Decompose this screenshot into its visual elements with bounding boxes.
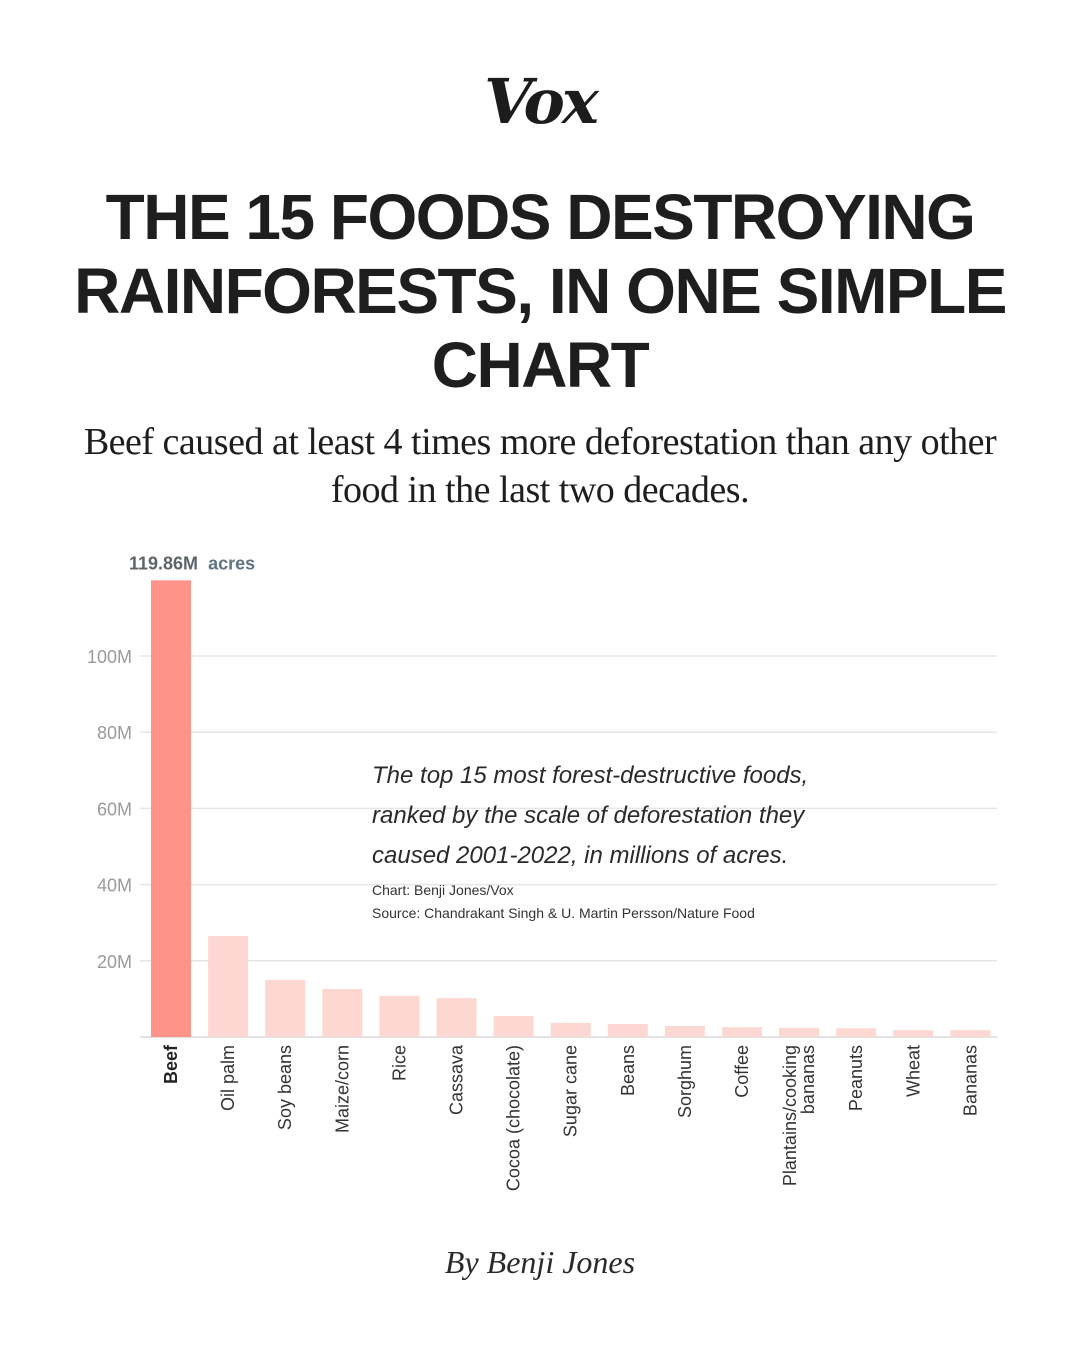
y-tick-label: 60M [97,799,132,819]
y-tick-label: 40M [97,876,132,896]
x-label: Peanuts [846,1045,866,1111]
category-label: Maize/corn [332,1045,352,1133]
chart-credit: Chart: Benji Jones/Vox [372,882,514,898]
value-number: 119.86M [129,553,198,573]
bar-maize-corn [322,988,363,1037]
subtitle: Beef caused at least 4 times more defore… [83,421,997,511]
category-label: bananas [798,1045,818,1114]
bar-peanuts [836,1028,877,1037]
category-label: Beef [161,1044,181,1084]
bar-beef [151,580,191,1037]
category-label: Coffee [732,1045,752,1098]
x-label: Cassava [447,1044,467,1115]
bar-oil-palm [208,936,249,1037]
annotation-line: The top 15 most forest-destructive foods… [372,762,809,789]
beef-value-label: 119.86M acres [129,553,255,573]
x-label: Beef [161,1044,181,1084]
category-label: Bananas [960,1045,980,1116]
bar-chart: 20M 40M 60M 80M 100M Beef Oil palm Soy beans Ma… [87,553,997,1191]
category-label: Cocoa (chocolate) [504,1045,524,1191]
bar-sorghum [664,1025,705,1037]
page-title: THE 15 FOODS DESTROYING RAINFORESTS, IN … [74,181,1007,401]
bar-beans [607,1024,648,1037]
x-label: Sugar cane [561,1045,581,1137]
category-label: Sorghum [675,1045,695,1118]
y-tick-label: 100M [87,647,132,667]
x-label: Soy beans [275,1045,295,1130]
chart-source: Source: Chandrakant Singh & U. Martin Pe… [372,905,755,921]
bar-wheat [893,1030,934,1037]
category-label: Oil palm [218,1045,238,1111]
x-label: Bananas [960,1045,980,1116]
category-label: Plantains/cooking [780,1045,800,1186]
bar-plantains-cooking-bananas [779,1027,820,1037]
x-label: Maize/corn [332,1045,352,1133]
x-label: Cocoa (chocolate) [504,1045,524,1191]
category-label: Cassava [447,1044,467,1115]
x-label: Oil palm [218,1045,238,1111]
x-label: Rice [389,1045,409,1081]
byline: By Benji Jones [444,1244,636,1280]
bar-bananas [950,1030,991,1037]
category-label: Rice [389,1045,409,1081]
bar-soy-beans [265,979,306,1037]
bar-cocoa-chocolate [493,1016,534,1037]
annotation-line: caused 2001-2022, in millions of acres. [372,842,789,869]
bar-coffee [722,1027,762,1037]
category-label: Soy beans [275,1045,295,1130]
bar-cassava [436,998,477,1037]
annotation-line: ranked by the scale of deforestation the… [372,802,805,829]
x-label: Wheat [903,1045,923,1097]
chart-annotation: The top 15 most forest-destructive foods… [372,756,972,876]
bar-layer [151,580,991,1037]
category-label: Beans [618,1045,638,1096]
y-tick-label: 20M [97,952,132,972]
category-label: Peanuts [846,1045,866,1111]
x-axis-labels: Beef Oil palm Soy beans Maize/corn Rice Cassa… [161,1044,980,1191]
x-label: Beans [618,1045,638,1096]
category-label: Sugar cane [561,1045,581,1137]
x-label: Coffee [732,1045,752,1098]
vox-logo: Vox [484,65,599,138]
category-label: Wheat [903,1045,923,1097]
bar-rice [379,995,420,1037]
bar-sugar-cane [550,1022,591,1037]
y-axis-ticks: 20M 40M 60M 80M 100M [87,647,132,972]
y-tick-label: 80M [97,723,132,743]
value-unit: acres [208,553,255,573]
x-label: Sorghum [675,1045,695,1118]
